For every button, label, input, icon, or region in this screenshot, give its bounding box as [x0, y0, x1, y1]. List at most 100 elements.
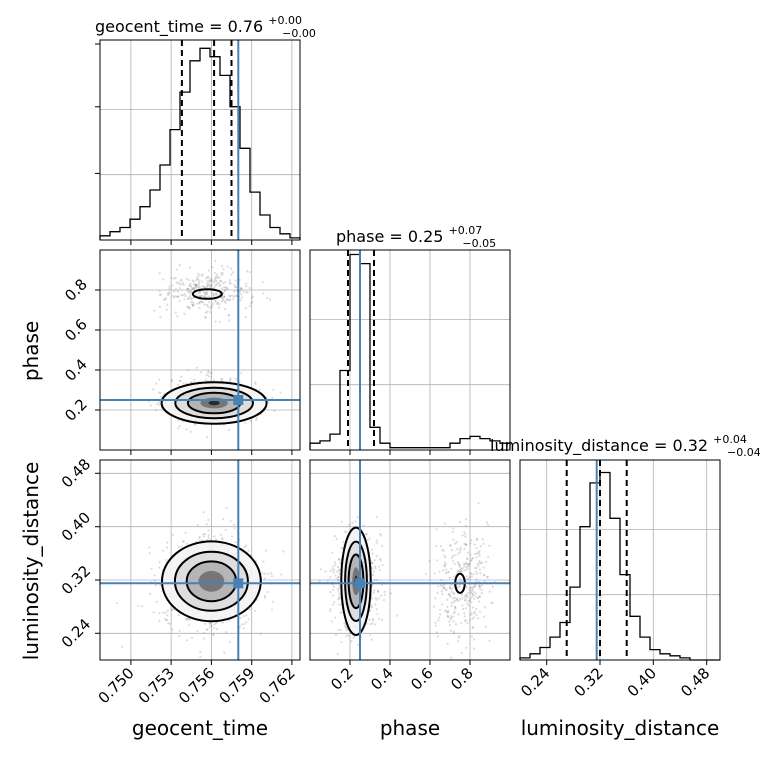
scatter-point	[221, 377, 224, 380]
scatter-point	[338, 561, 342, 565]
scatter-point	[148, 552, 151, 555]
scatter-point	[200, 295, 203, 298]
scatter-point	[193, 378, 196, 381]
scatter-point	[232, 295, 235, 298]
scatter-point	[209, 283, 212, 286]
scatter-point	[488, 544, 491, 547]
x-tick-label: 0.756	[175, 664, 218, 707]
density-level	[208, 400, 220, 406]
scatter-point	[454, 607, 457, 611]
scatter-point	[465, 596, 468, 599]
scatter-point	[215, 302, 218, 305]
scatter-point	[452, 527, 455, 530]
scatter-point	[467, 599, 470, 602]
scatter-point	[180, 278, 183, 281]
scatter-point	[437, 585, 440, 588]
scatter-point	[162, 549, 165, 552]
scatter-point	[204, 311, 207, 314]
scatter-point	[187, 305, 190, 308]
scatter-point	[196, 629, 199, 633]
scatter-point	[210, 624, 213, 628]
scatter-point	[448, 576, 451, 580]
scatter-point	[455, 541, 458, 544]
scatter-point	[451, 530, 454, 534]
scatter-point	[166, 303, 169, 306]
scatter-point	[208, 280, 211, 283]
scatter-point	[482, 542, 485, 545]
scatter-point	[213, 286, 216, 289]
scatter-point	[463, 595, 466, 598]
scatter-point	[254, 382, 257, 385]
scatter-point	[186, 287, 189, 290]
scatter-point	[338, 597, 341, 600]
scatter-point	[336, 570, 339, 573]
scatter-point	[350, 640, 353, 643]
scatter-point	[240, 287, 243, 290]
scatter-point	[120, 645, 124, 648]
scatter-point	[374, 623, 377, 626]
scatter-point	[487, 555, 490, 559]
scatter-point	[244, 544, 248, 547]
scatter-point	[473, 647, 476, 650]
scatter-point	[207, 518, 210, 522]
scatter-point	[453, 593, 456, 596]
scatter-point	[372, 570, 375, 573]
scatter-point	[137, 604, 140, 608]
scatter-point	[254, 609, 257, 612]
scatter-point	[188, 266, 192, 269]
scatter-point	[441, 585, 444, 588]
scatter-point	[380, 594, 383, 597]
scatter-point	[372, 573, 375, 577]
scatter-point	[456, 586, 459, 589]
scatter-point	[457, 570, 460, 573]
scatter-point	[448, 585, 452, 588]
scatter-point	[375, 579, 378, 582]
scatter-point	[377, 565, 380, 568]
scatter-point	[433, 572, 436, 575]
scatter-point	[469, 586, 472, 590]
scatter-point	[441, 603, 444, 606]
scatter-point	[473, 616, 476, 619]
scatter-point	[203, 303, 206, 306]
scatter-point	[158, 619, 161, 623]
scatter-point	[463, 548, 466, 551]
scatter-point	[187, 279, 191, 282]
scatter-point	[371, 622, 374, 625]
scatter-point	[182, 283, 185, 286]
scatter-point	[481, 584, 484, 587]
scatter-point	[216, 273, 219, 276]
scatter-point	[335, 537, 338, 541]
scatter-point	[370, 561, 373, 564]
scatter-point	[231, 271, 234, 274]
scatter-point	[185, 618, 188, 621]
scatter-point	[448, 620, 451, 623]
scatter-point	[446, 615, 449, 618]
scatter-point	[239, 290, 242, 293]
scatter-point	[443, 522, 446, 525]
scatter-point	[450, 617, 453, 620]
panel-frame	[99, 39, 301, 241]
scatter-point	[338, 595, 341, 599]
scatter-point	[466, 557, 469, 560]
scatter-point	[337, 576, 340, 579]
scatter-point	[198, 291, 202, 294]
scatter-point	[215, 294, 218, 297]
y-axis-label-phase: phase	[19, 321, 43, 381]
scatter-point	[167, 622, 170, 625]
scatter-point	[378, 568, 381, 572]
scatter-point	[491, 601, 494, 604]
scatter-point	[187, 291, 190, 294]
scatter-point	[171, 628, 174, 631]
scatter-point	[239, 293, 242, 296]
scatter-point	[324, 570, 327, 573]
scatter-point	[204, 285, 207, 289]
scatter-point	[443, 554, 446, 557]
scatter-point	[456, 569, 459, 572]
scatter-point	[280, 573, 283, 576]
scatter-point	[445, 589, 448, 592]
scatter-point	[205, 628, 208, 632]
scatter-point	[172, 294, 175, 298]
contour-line	[160, 381, 268, 425]
panel-frame	[99, 459, 301, 661]
scatter-point	[239, 287, 243, 291]
